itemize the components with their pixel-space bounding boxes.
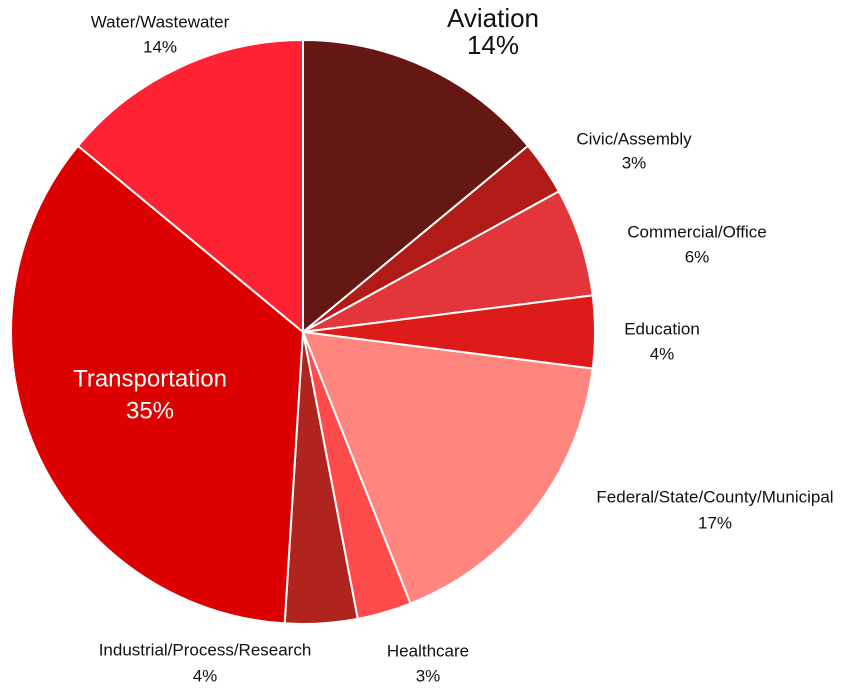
slice-label: Industrial/Process/Research [99,640,312,659]
slice-value-label: 3% [622,153,647,172]
slice-value-label: 14% [143,37,177,56]
slice-label: Federal/State/County/Municipal [596,487,833,506]
slice-value-label: 3% [416,666,441,685]
pie-slice [10,144,305,625]
slice-label: Aviation [447,3,539,33]
pie-slice [301,330,594,605]
slice-value-label: 4% [650,344,675,363]
slice-value-label: 4% [193,666,218,685]
pie-slice [76,38,304,335]
slice-label: Water/Wastewater [91,12,230,31]
slice-label: Education [624,319,700,338]
slice-label: Civic/Assembly [576,129,692,148]
slice-value-label: 6% [685,247,710,266]
slice-value-label: 17% [698,513,732,532]
slice-value-label: 35% [126,397,174,424]
slice-label: Transportation [73,365,227,392]
slice-value-label: 14% [467,30,519,60]
pie-slice [302,38,530,335]
slice-label: Healthcare [387,641,469,660]
slice-label: Commercial/Office [627,222,767,241]
